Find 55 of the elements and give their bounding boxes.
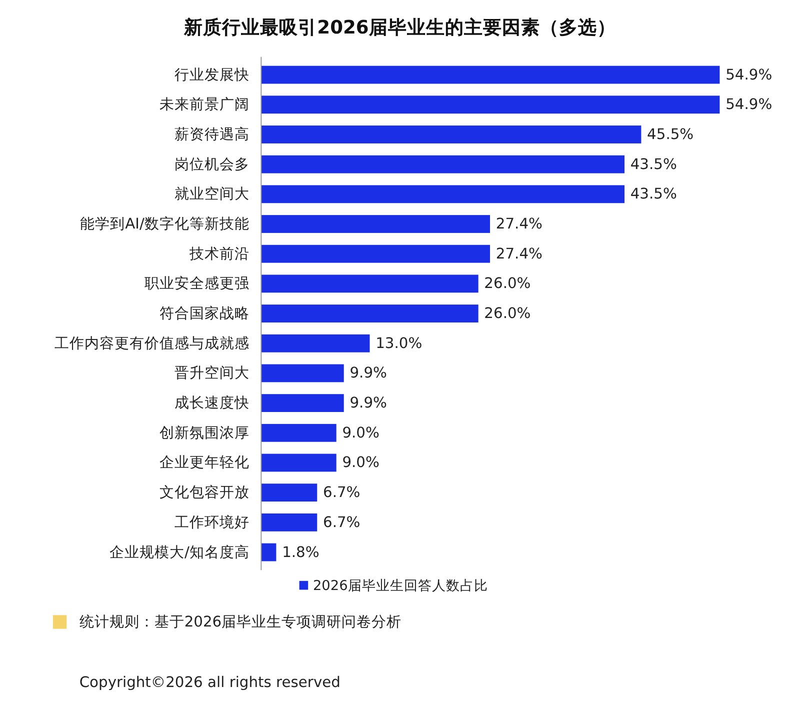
y-tick-label: 职业安全感更强 (144, 275, 250, 292)
data-label: 27.4% (496, 245, 543, 262)
data-label: 9.9% (350, 394, 388, 412)
data-label: 6.7% (322, 484, 360, 502)
data-label: 54.9% (726, 66, 772, 84)
bar (261, 274, 478, 293)
y-tick-label: 晋升空间大 (174, 364, 250, 382)
data-label: 1.8% (282, 544, 320, 561)
bar (261, 244, 490, 263)
y-tick-label: 企业规模大/知名度高 (109, 544, 250, 561)
bar (261, 304, 478, 322)
data-label: 9.0% (342, 454, 380, 472)
data-label: 9.0% (342, 424, 380, 442)
bar (261, 394, 344, 412)
data-label: 9.9% (350, 364, 388, 382)
data-label: 6.7% (322, 514, 360, 531)
y-tick-label: 就业空间大 (174, 186, 250, 203)
y-tick-label: 创新氛围浓厚 (159, 424, 250, 442)
data-label: 26.0% (484, 305, 531, 322)
legend-label: 2026届毕业生回答人数占比 (312, 578, 488, 594)
y-tick-label: 未来前景广阔 (159, 96, 250, 114)
bar (261, 215, 490, 233)
bar (261, 484, 318, 502)
data-label: 27.4% (496, 216, 543, 232)
y-tick-label: 岗位机会多 (174, 156, 250, 173)
bar (261, 155, 624, 174)
y-tick-label: 文化包容开放 (159, 484, 250, 502)
data-label: 26.0% (484, 275, 531, 292)
y-tick-label: 符合国家战略 (159, 305, 250, 322)
bar (261, 424, 336, 442)
y-tick-label: 技术前沿 (188, 245, 250, 262)
chart-title: 新质行业最吸引2026届毕业生的主要因素（多选） (183, 16, 616, 38)
y-tick-label: 工作内容更有价值感与成就感 (54, 334, 250, 352)
bar (261, 334, 370, 352)
y-tick-label: 成长速度快 (174, 394, 250, 412)
bar (261, 543, 276, 562)
data-label: 45.5% (647, 126, 694, 143)
bar (261, 66, 720, 84)
bar (261, 513, 318, 532)
bar (261, 96, 720, 114)
data-label: 43.5% (630, 156, 677, 173)
bar (261, 185, 624, 204)
text: 统计规则：基于2026届毕业生专项调研问卷分析 (79, 613, 402, 630)
bar (261, 126, 642, 144)
y-tick-label: 企业更年轻化 (159, 454, 250, 472)
y-tick-label: 能学到AI/数字化等新技能 (80, 216, 250, 232)
data-label: 43.5% (630, 186, 677, 203)
text: Copyright©2026 all rights reserved (79, 674, 340, 692)
data-label: 13.0% (376, 334, 422, 352)
y-tick-label: 薪资待遇高 (174, 126, 250, 143)
bar (261, 364, 344, 382)
y-tick-label: 工作环境好 (174, 514, 250, 531)
y-tick-label: 行业发展快 (174, 66, 250, 84)
bar (261, 454, 336, 472)
data-label: 54.9% (726, 96, 772, 114)
